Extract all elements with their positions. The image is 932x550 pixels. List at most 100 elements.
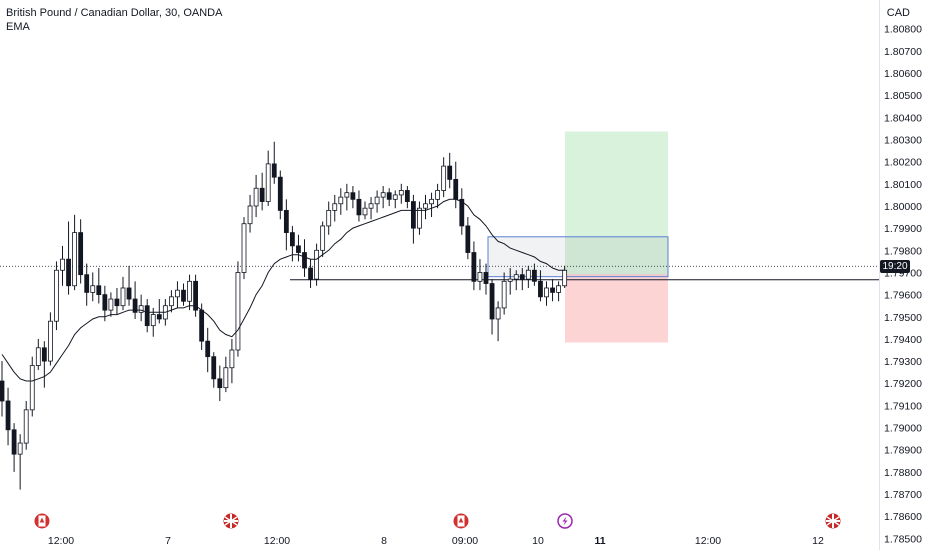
candle[interactable]: [398, 190, 404, 196]
candle[interactable]: [477, 272, 483, 282]
candle[interactable]: [392, 194, 398, 200]
candle[interactable]: [459, 198, 465, 227]
candle[interactable]: [72, 232, 77, 287]
candle[interactable]: [404, 190, 410, 202]
ema-line[interactable]: [1, 198, 565, 382]
stop-loss-zone[interactable]: [565, 274, 668, 343]
candle[interactable]: [332, 203, 338, 211]
candle[interactable]: [102, 294, 108, 311]
candle[interactable]: [120, 287, 126, 307]
candle[interactable]: [108, 298, 114, 311]
candle[interactable]: [532, 269, 537, 282]
candle[interactable]: [277, 176, 283, 211]
ema-indicator-label[interactable]: EMA: [6, 21, 30, 33]
candle[interactable]: [132, 298, 138, 313]
candle[interactable]: [23, 409, 29, 444]
candle[interactable]: [344, 192, 350, 198]
candle[interactable]: [253, 187, 259, 207]
profit-target-zone[interactable]: [565, 131, 668, 275]
candle[interactable]: [241, 223, 247, 273]
symbol-title[interactable]: British Pound / Canadian Dollar, 30, OAN…: [6, 7, 223, 19]
candle[interactable]: [417, 207, 422, 229]
candle[interactable]: [465, 225, 471, 253]
candle[interactable]: [271, 163, 277, 178]
candle[interactable]: [235, 272, 241, 351]
candle[interactable]: [326, 210, 332, 227]
candle[interactable]: [519, 274, 525, 280]
candle[interactable]: [471, 252, 477, 282]
candle[interactable]: [544, 287, 549, 298]
candle[interactable]: [217, 378, 223, 389]
candle[interactable]: [211, 356, 217, 380]
candle[interactable]: [11, 429, 17, 455]
candle[interactable]: [193, 280, 199, 311]
candle[interactable]: [259, 187, 265, 202]
candle[interactable]: [429, 198, 434, 205]
candle[interactable]: [483, 272, 489, 284]
candle[interactable]: [374, 196, 380, 205]
candle[interactable]: [181, 289, 186, 302]
candle[interactable]: [29, 365, 35, 411]
candle[interactable]: [441, 165, 447, 191]
candle[interactable]: [223, 367, 229, 389]
candle[interactable]: [17, 442, 23, 455]
candle[interactable]: [41, 347, 47, 362]
candle[interactable]: [435, 190, 441, 200]
candle[interactable]: [447, 165, 453, 180]
candle[interactable]: [550, 287, 555, 293]
candle[interactable]: [168, 296, 174, 307]
candle[interactable]: [495, 307, 501, 320]
candle[interactable]: [60, 258, 65, 271]
candle[interactable]: [513, 274, 519, 280]
candle[interactable]: [320, 225, 326, 251]
candle[interactable]: [386, 192, 392, 200]
candle[interactable]: [283, 210, 289, 233]
candle[interactable]: [205, 340, 211, 358]
currency-label[interactable]: CAD: [886, 7, 910, 19]
candle[interactable]: [423, 203, 428, 209]
candle[interactable]: [453, 178, 459, 200]
candle[interactable]: [66, 258, 71, 287]
candle[interactable]: [247, 205, 253, 225]
candle[interactable]: [308, 267, 313, 280]
candle[interactable]: [525, 269, 531, 280]
candle[interactable]: [350, 192, 356, 200]
candle[interactable]: [187, 280, 192, 302]
candle[interactable]: [54, 269, 59, 322]
candle[interactable]: [126, 287, 132, 300]
candle[interactable]: [562, 269, 568, 287]
candle[interactable]: [314, 249, 320, 280]
candle[interactable]: [380, 192, 386, 198]
candle[interactable]: [229, 349, 235, 369]
candle[interactable]: [78, 232, 84, 276]
candle[interactable]: [35, 347, 41, 366]
candle[interactable]: [156, 314, 162, 320]
candle[interactable]: [96, 285, 102, 296]
candle[interactable]: [410, 201, 416, 229]
candle[interactable]: [175, 289, 180, 298]
candle[interactable]: [296, 245, 301, 253]
candle[interactable]: [368, 203, 374, 209]
range-box[interactable]: [487, 236, 669, 278]
candle[interactable]: [265, 163, 271, 202]
candle[interactable]: [302, 252, 307, 269]
candle[interactable]: [84, 274, 90, 293]
candle[interactable]: [144, 305, 150, 327]
candle[interactable]: [48, 320, 53, 362]
candle[interactable]: [338, 196, 344, 205]
candle[interactable]: [0, 380, 5, 402]
candle[interactable]: [556, 285, 561, 293]
candle[interactable]: [507, 278, 513, 282]
candle[interactable]: [538, 280, 543, 298]
candle[interactable]: [114, 298, 120, 307]
candle[interactable]: [501, 280, 507, 309]
candle[interactable]: [489, 283, 495, 320]
candle[interactable]: [150, 314, 156, 327]
candle[interactable]: [5, 400, 11, 431]
candle[interactable]: [199, 309, 205, 342]
candle[interactable]: [90, 285, 96, 293]
candle[interactable]: [356, 198, 362, 216]
candle[interactable]: [138, 305, 144, 313]
candle[interactable]: [362, 207, 368, 216]
